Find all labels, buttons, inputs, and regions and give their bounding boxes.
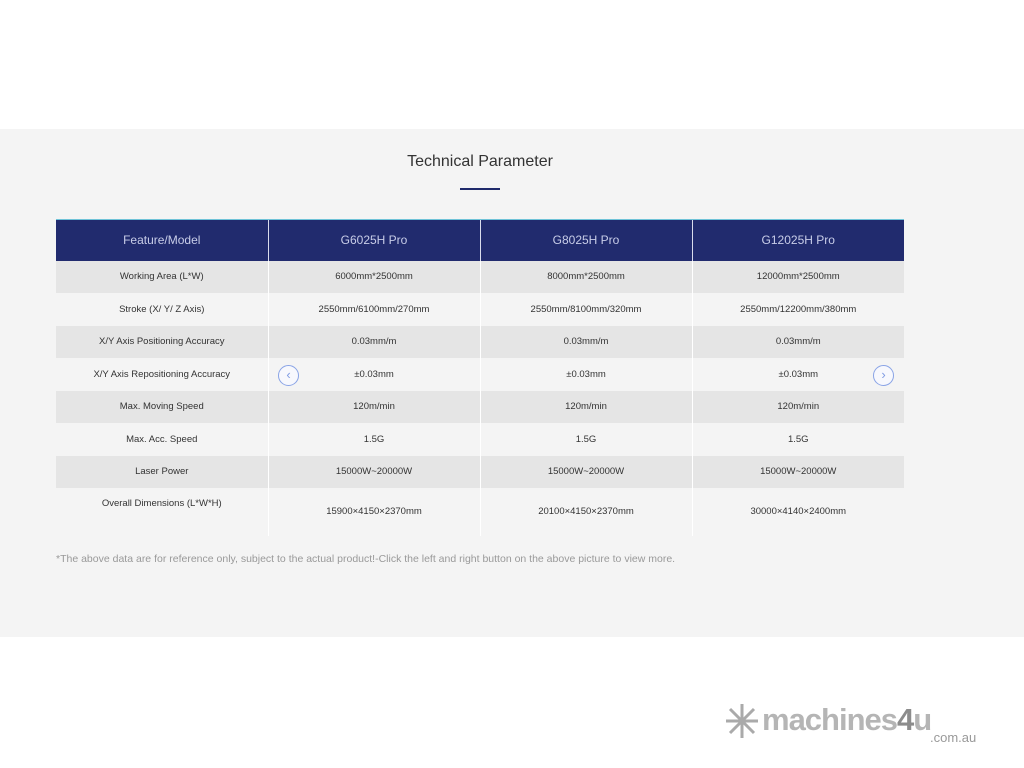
chevron-left-icon[interactable]: ‹ [278, 365, 299, 386]
spec-value: 0.03mm/m [267, 325, 480, 358]
section-title: Technical Parameter [407, 153, 553, 170]
spec-value: 120m/min [267, 390, 480, 423]
chevron-right-icon[interactable]: › [873, 365, 894, 386]
spec-value: 8000mm*2500mm [479, 260, 692, 293]
feature-label: Overall Dimensions (L*W*H) [56, 488, 268, 536]
spec-value: 15000W~20000W [479, 455, 692, 488]
spec-value: ±0.03mm [691, 358, 904, 391]
column-header: Feature/Model [56, 219, 268, 261]
column-header: G12025H Pro [691, 219, 904, 261]
feature-label: Laser Power [56, 455, 268, 488]
snowflake-icon [726, 704, 758, 738]
table-row: Laser Power 15000W~20000W 15000W~20000W 150… [56, 455, 904, 488]
spec-table: Feature/Model G6025H Pro G8025H Pro G12025H… [56, 219, 904, 536]
spec-value: 15900×4150×2370mm [267, 488, 480, 536]
feature-label: Max. Acc. Speed [56, 423, 268, 456]
table-row: Working Area (L*W) 6000mm*2500mm 8000mm*25… [56, 260, 904, 293]
feature-label: Working Area (L*W) [56, 260, 268, 293]
title-underline [460, 188, 500, 190]
spec-value: 15000W~20000W [267, 455, 480, 488]
spec-value: 2550mm/8100mm/320mm [479, 293, 692, 326]
spec-value: 120m/min [691, 390, 904, 423]
spec-value: 6000mm*2500mm [267, 260, 480, 293]
spec-value: 0.03mm/m [479, 325, 692, 358]
feature-label: Max. Moving Speed [56, 390, 268, 423]
technical-parameter-section: Technical Parameter Feature/Model G6025H … [0, 129, 1024, 637]
machines4u-watermark-logo: machines4u .com.au [726, 702, 976, 744]
spec-value: 0.03mm/m [691, 325, 904, 358]
column-header: G8025H Pro [479, 219, 692, 261]
spec-value: 2550mm/12200mm/380mm [691, 293, 904, 326]
table-row: Stroke (X/ Y/ Z Axis) 2550mm/6100mm/270mm… [56, 293, 904, 326]
table-row: X/Y Axis Repositioning Accuracy ±0.03mm ±0… [56, 358, 904, 391]
feature-label: X/Y Axis Positioning Accuracy [56, 325, 268, 358]
table-row: Overall Dimensions (L*W*H) 15900×4150×237… [56, 488, 904, 536]
table-row: Max. Acc. Speed 1.5G 1.5G 1.5G [56, 423, 904, 456]
spec-value: 1.5G [267, 423, 480, 456]
disclaimer-note: *The above data are for reference only, … [56, 553, 676, 565]
table-row: Max. Moving Speed 120m/min 120m/min 120m/mi… [56, 390, 904, 423]
spec-value: 120m/min [479, 390, 692, 423]
svg-text:.com.au: .com.au [930, 730, 976, 744]
spec-value: 1.5G [479, 423, 692, 456]
feature-label: X/Y Axis Repositioning Accuracy [56, 358, 268, 391]
spec-value: 12000mm*2500mm [691, 260, 904, 293]
spec-value: 2550mm/6100mm/270mm [267, 293, 480, 326]
spec-value: 20100×4150×2370mm [479, 488, 692, 536]
spec-value: 30000×4140×2400mm [691, 488, 904, 536]
table-row: X/Y Axis Positioning Accuracy 0.03mm/m 0.0… [56, 325, 904, 358]
column-header: G6025H Pro [267, 219, 480, 261]
feature-label: Stroke (X/ Y/ Z Axis) [56, 293, 268, 326]
spec-value: 15000W~20000W [691, 455, 904, 488]
spec-value: ±0.03mm [267, 358, 480, 391]
spec-value: 1.5G [691, 423, 904, 456]
spec-value: ±0.03mm [479, 358, 692, 391]
svg-text:machines4u: machines4u [762, 702, 931, 737]
